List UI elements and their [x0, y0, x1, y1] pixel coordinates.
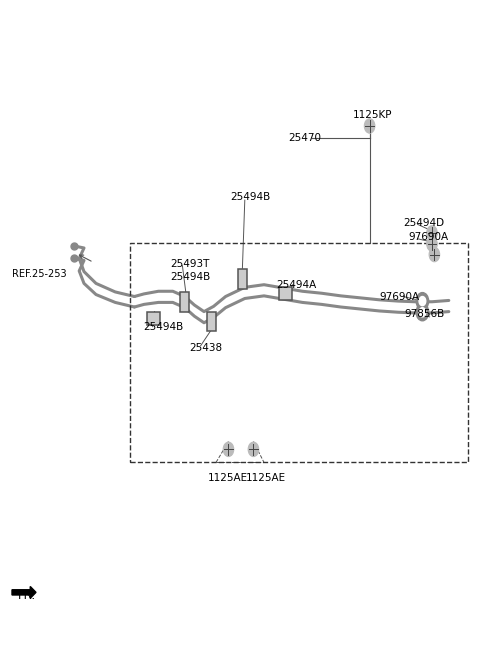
Text: 25494D: 25494D [403, 218, 444, 228]
Circle shape [364, 119, 375, 133]
Text: 1125AE: 1125AE [207, 472, 248, 483]
Circle shape [427, 226, 437, 240]
Text: 25494A: 25494A [276, 279, 316, 290]
Text: 25438: 25438 [190, 342, 223, 353]
Text: 97856B: 97856B [404, 308, 444, 319]
Bar [147, 312, 160, 325]
Text: REF.25-253: REF.25-253 [12, 269, 67, 279]
Circle shape [416, 293, 429, 310]
Text: 1125AE: 1125AE [246, 472, 286, 483]
Text: 25494B: 25494B [230, 192, 271, 202]
Bar [279, 287, 292, 300]
Bar [207, 312, 216, 331]
Circle shape [419, 308, 426, 317]
Text: 25494B: 25494B [143, 321, 183, 332]
Circle shape [427, 237, 437, 251]
Text: FR.: FR. [18, 589, 36, 602]
Circle shape [416, 304, 429, 321]
Bar [180, 292, 189, 312]
Text: 97690A: 97690A [408, 232, 448, 243]
Circle shape [223, 442, 234, 457]
Text: 1125KP: 1125KP [353, 110, 392, 120]
FancyArrow shape [12, 586, 36, 598]
Circle shape [419, 297, 426, 306]
Text: 97690A: 97690A [379, 291, 420, 302]
Bar [130, 243, 468, 462]
Bar [238, 269, 247, 289]
Text: 25493T: 25493T [170, 258, 210, 269]
Circle shape [248, 442, 259, 457]
Text: 25494B: 25494B [170, 272, 211, 282]
Text: 25470: 25470 [288, 133, 321, 143]
Circle shape [429, 247, 440, 262]
